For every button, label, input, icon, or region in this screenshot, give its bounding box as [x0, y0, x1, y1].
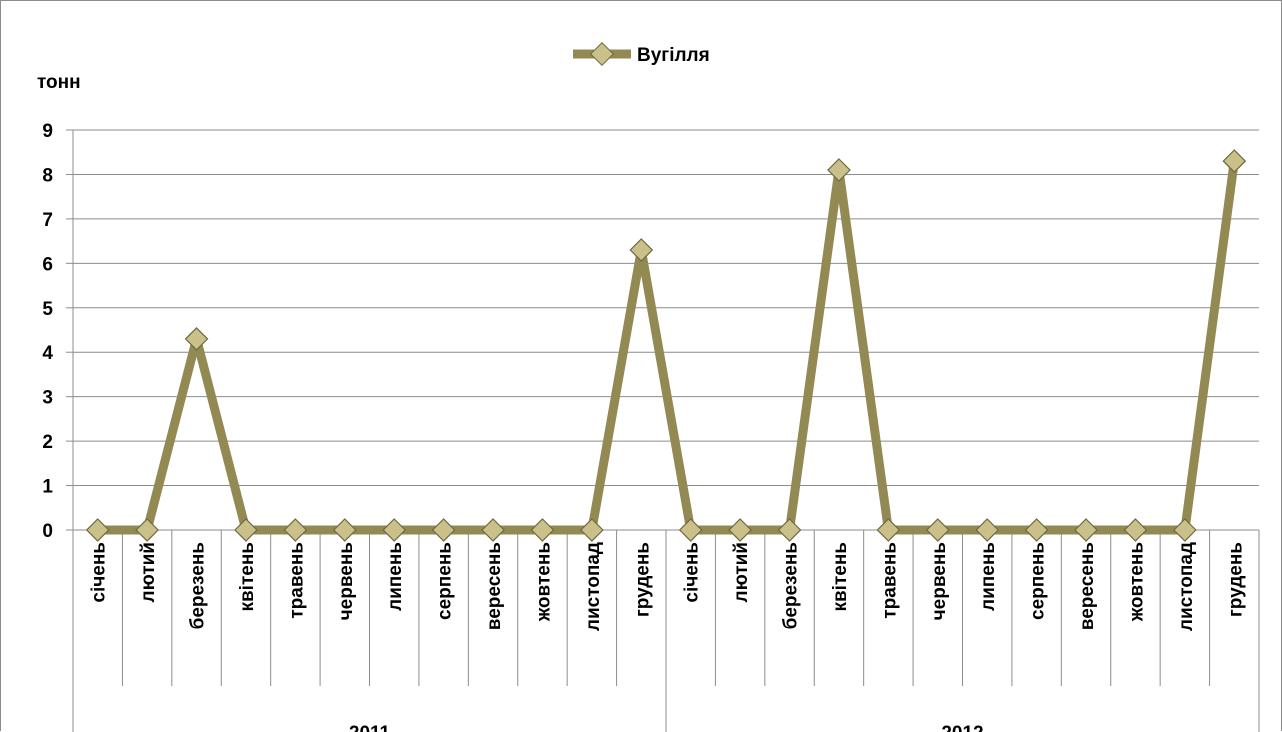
x-group-label: 2012 — [941, 723, 983, 732]
legend-marker-icon — [589, 41, 615, 67]
data-point-marker — [1123, 518, 1148, 542]
y-tick-label: 0 — [42, 521, 53, 542]
x-category-label: листопад — [583, 542, 604, 631]
y-tick-label: 6 — [42, 254, 53, 275]
legend: Вугілля — [573, 41, 710, 67]
x-category-label: листопад — [1176, 542, 1197, 631]
x-group-label: 2011 — [349, 723, 391, 732]
data-point-marker — [678, 518, 703, 542]
x-category-label: лютий — [138, 542, 159, 603]
data-point-marker — [135, 518, 159, 542]
y-unit-label: тонн — [37, 72, 81, 93]
x-group-labels: 2011 2012 — [349, 723, 984, 732]
x-category-label: травень — [286, 542, 307, 619]
data-point-marker — [1222, 149, 1247, 173]
x-category-label: жовтень — [533, 542, 554, 622]
gridlines — [73, 129, 1259, 487]
x-category-label: березень — [781, 542, 802, 629]
data-point-marker — [925, 518, 950, 542]
data-point-marker — [975, 518, 1000, 542]
x-category-label: червень — [336, 542, 357, 620]
y-tick-label: 4 — [42, 343, 53, 364]
series-line-vuhillia — [93, 156, 1239, 535]
y-tick-label: 2 — [42, 432, 53, 453]
axes — [66, 129, 1260, 732]
x-category-label: червень — [929, 542, 950, 620]
data-point-marker — [530, 518, 555, 542]
y-tick-label: 9 — [42, 121, 53, 142]
x-category-label: квітень — [237, 542, 258, 612]
data-point-marker — [629, 238, 654, 262]
x-category-label: січень — [682, 542, 703, 603]
x-category-label: жовтень — [1126, 542, 1147, 622]
data-point-marker — [234, 518, 258, 542]
data-point-marker — [827, 158, 851, 182]
y-tick-label: 8 — [42, 165, 53, 186]
data-point-marker — [1074, 518, 1098, 542]
data-point-marker — [1024, 518, 1049, 542]
data-point-marker — [283, 518, 308, 542]
legend-label: Вугілля — [637, 45, 710, 66]
data-point-marker — [580, 518, 604, 542]
data-point-marker — [728, 518, 752, 542]
x-category-label: липень — [385, 542, 406, 611]
x-category-label: березень — [188, 542, 209, 629]
x-category-label: травень — [879, 542, 900, 619]
x-category-label: липень — [978, 542, 999, 611]
data-point-marker — [876, 518, 901, 542]
data-point-marker — [184, 327, 209, 351]
x-category-label: грудень — [632, 542, 653, 617]
data-point-marker — [382, 518, 407, 542]
data-point-marker — [777, 518, 802, 542]
data-point-marker — [85, 518, 110, 542]
data-point-marker — [431, 518, 456, 542]
x-category-label: квітень — [830, 542, 851, 612]
x-category-label: січень — [89, 542, 110, 603]
x-category-label: серпень — [1028, 542, 1049, 620]
x-category-label: вересень — [1077, 542, 1098, 630]
data-point-marker — [1173, 518, 1197, 542]
x-category-label: вересень — [484, 542, 505, 630]
y-tick-label: 1 — [42, 477, 53, 498]
x-category-label: серпень — [435, 542, 456, 620]
x-category-labels: січень лютий березень квітень травень червень… — [89, 542, 1247, 631]
y-tick-label: 3 — [42, 388, 53, 409]
y-tick-labels: 0 1 2 3 4 5 6 7 8 9 — [42, 121, 53, 542]
series-layer — [85, 149, 1247, 542]
y-tick-label: 7 — [42, 210, 53, 231]
x-category-label: лютий — [731, 542, 752, 603]
x-category-label: грудень — [1225, 542, 1246, 617]
data-point-marker — [332, 518, 357, 542]
data-point-marker — [481, 518, 505, 542]
y-tick-label: 5 — [42, 299, 53, 320]
